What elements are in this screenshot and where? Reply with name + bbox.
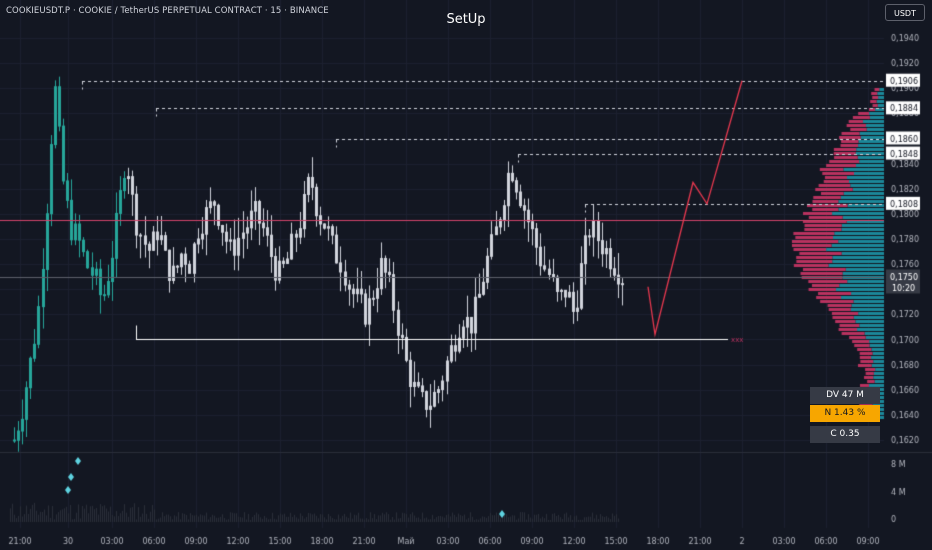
stat-dv: DV 47 M <box>810 387 880 404</box>
chart-title: SetUp <box>446 12 486 27</box>
currency-selector[interactable]: USDT <box>885 4 925 21</box>
stat-n: N 1.43 % <box>810 405 880 422</box>
instrument-header: COOKIEUSDT.P · COOKIE / TetherUS PERPETU… <box>6 6 329 16</box>
stat-c: C 0.35 <box>810 426 880 443</box>
